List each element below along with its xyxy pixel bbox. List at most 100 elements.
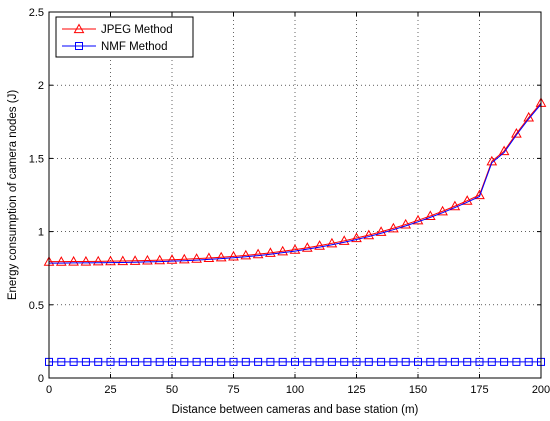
data-point xyxy=(500,357,509,366)
data-point xyxy=(192,357,201,366)
data-point xyxy=(438,357,447,366)
data-point xyxy=(289,244,301,254)
x-axis-label: Distance between cameras and base statio… xyxy=(172,404,419,416)
data-point xyxy=(512,357,521,366)
data-point xyxy=(166,254,178,264)
data-point xyxy=(475,357,484,366)
y-tick-label: 2.5 xyxy=(29,7,44,19)
data-point xyxy=(118,357,127,366)
data-point xyxy=(474,189,485,200)
data-point xyxy=(180,357,189,366)
data-point xyxy=(105,255,116,266)
x-tick-label: 0 xyxy=(46,384,52,396)
x-tick-label: 175 xyxy=(470,384,488,396)
data-point xyxy=(252,248,264,259)
data-point xyxy=(450,357,459,366)
data-point xyxy=(143,357,152,366)
data-point xyxy=(204,357,213,366)
data-point xyxy=(117,255,129,266)
data-point xyxy=(487,357,496,366)
data-point xyxy=(338,235,350,245)
y-tick-label: 1.5 xyxy=(29,153,44,165)
data-point xyxy=(414,357,422,366)
data-point xyxy=(449,200,461,211)
grid xyxy=(49,12,541,378)
y-tick-label: 0.5 xyxy=(29,300,44,312)
x-tick-label: 125 xyxy=(347,384,365,396)
series-nmf-method xyxy=(45,357,545,366)
data-point xyxy=(424,210,436,221)
data-point xyxy=(377,357,386,366)
data-point xyxy=(364,357,373,366)
legend-label: NMF Method xyxy=(101,41,167,53)
data-point xyxy=(168,357,176,366)
data-point xyxy=(131,357,140,366)
x-tick-label: 200 xyxy=(532,384,550,396)
data-point xyxy=(389,357,398,366)
data-point xyxy=(92,255,104,266)
data-point xyxy=(498,145,510,156)
series-line xyxy=(49,103,542,264)
data-point xyxy=(351,232,362,243)
plot-area xyxy=(49,12,541,378)
data-point xyxy=(340,357,349,366)
x-tick-label: 100 xyxy=(286,384,304,396)
series-line xyxy=(49,102,542,263)
data-point xyxy=(154,254,166,265)
data-point xyxy=(426,357,435,366)
data-point xyxy=(129,255,141,265)
data-point xyxy=(326,237,338,248)
data-point xyxy=(265,247,276,257)
data-point xyxy=(229,357,238,366)
data-point xyxy=(388,222,399,233)
data-point xyxy=(278,357,287,366)
data-point xyxy=(291,357,299,366)
data-point xyxy=(178,253,190,264)
data-point xyxy=(241,357,250,366)
series-jpeg-method xyxy=(43,97,547,266)
data-point xyxy=(191,253,202,263)
ticks: 0 25 50 75 100 125 150 175 200 0 0.5 1 1.5 2 2.5 xyxy=(29,7,550,396)
data-point xyxy=(315,357,324,366)
legend-label: JPEG Method xyxy=(101,24,173,36)
data-point xyxy=(314,240,325,250)
series-curve-2 xyxy=(49,103,542,264)
data-point xyxy=(461,195,473,205)
data-point xyxy=(81,357,90,366)
data-point xyxy=(327,357,336,366)
legend-marker xyxy=(73,23,85,34)
y-tick-label: 2 xyxy=(38,80,44,92)
legend: JPEG Method NMF Method xyxy=(55,16,194,58)
data-point xyxy=(155,357,164,366)
data-point xyxy=(203,252,215,263)
data-point xyxy=(94,357,103,366)
data-point xyxy=(352,357,361,366)
data-point xyxy=(217,357,226,366)
data-point xyxy=(240,249,252,260)
data-point xyxy=(55,256,67,266)
x-tick-label: 75 xyxy=(227,384,239,396)
data-point xyxy=(363,229,375,240)
data-point xyxy=(266,357,275,366)
data-point xyxy=(142,254,153,265)
series-layer xyxy=(43,97,547,366)
data-point xyxy=(228,250,239,261)
data-point xyxy=(69,357,78,366)
legend-box xyxy=(55,16,194,58)
data-point xyxy=(524,357,533,366)
data-point xyxy=(301,242,313,252)
data-point xyxy=(400,218,412,229)
data-point xyxy=(511,127,522,138)
data-point xyxy=(401,357,410,366)
data-point xyxy=(68,255,79,266)
y-tick-label: 0 xyxy=(38,373,44,385)
legend-marker xyxy=(75,42,83,50)
data-point xyxy=(106,357,115,366)
data-point xyxy=(80,255,92,266)
data-point xyxy=(277,245,289,256)
data-point xyxy=(412,214,424,225)
data-point xyxy=(215,251,227,262)
y-tick-label: 1 xyxy=(38,227,44,239)
data-point xyxy=(254,357,263,366)
